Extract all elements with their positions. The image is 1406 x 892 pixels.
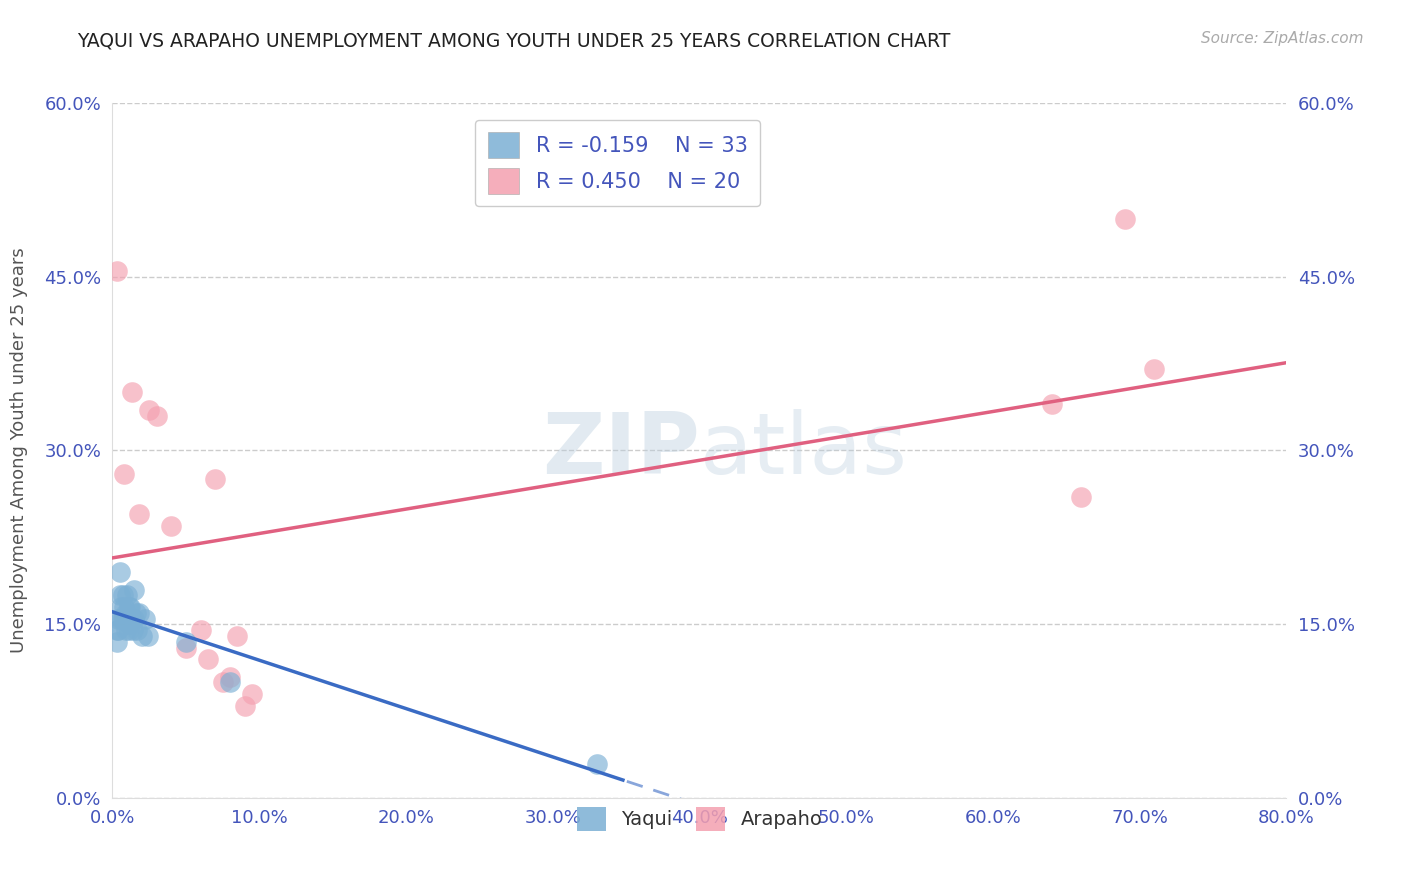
Point: [114, 606, 136, 620]
Point: [112, 612, 135, 626]
Point: [197, 652, 219, 666]
Point: [105, 623, 128, 637]
Point: [145, 409, 167, 423]
Point: [121, 385, 143, 400]
Point: [110, 612, 132, 626]
Point: [117, 599, 139, 614]
Point: [127, 623, 149, 637]
Text: Source: ZipAtlas.com: Source: ZipAtlas.com: [1201, 31, 1364, 46]
Point: [174, 635, 197, 649]
Point: [128, 507, 150, 521]
Point: [111, 612, 134, 626]
Point: [105, 635, 128, 649]
Point: [122, 623, 145, 637]
Point: [160, 519, 183, 533]
Point: [233, 698, 256, 713]
Point: [124, 612, 146, 626]
Point: [105, 264, 128, 278]
Point: [1143, 362, 1166, 376]
Point: [128, 606, 150, 620]
Point: [1070, 490, 1092, 504]
Point: [190, 623, 212, 637]
Point: [108, 566, 131, 580]
Point: [585, 756, 607, 771]
Point: [204, 473, 226, 487]
Point: [138, 403, 160, 417]
Point: [240, 687, 263, 701]
Point: [219, 669, 242, 683]
Point: [136, 629, 159, 643]
Point: [115, 612, 138, 626]
Point: [112, 599, 135, 614]
Point: [114, 623, 136, 637]
Point: [120, 599, 142, 614]
Point: [219, 675, 242, 690]
Y-axis label: Unemployment Among Youth under 25 years: Unemployment Among Youth under 25 years: [10, 248, 28, 653]
Point: [107, 612, 129, 626]
Point: [112, 467, 135, 481]
Point: [131, 629, 153, 643]
Point: [120, 617, 142, 632]
Point: [124, 582, 146, 597]
Point: [108, 589, 131, 603]
Point: [211, 675, 233, 690]
Legend: Yaqui, Arapaho: Yaqui, Arapaho: [569, 799, 830, 838]
Point: [1040, 397, 1063, 411]
Point: [1114, 211, 1136, 226]
Point: [226, 629, 249, 643]
Point: [110, 599, 132, 614]
Text: atlas: atlas: [700, 409, 907, 492]
Point: [115, 589, 138, 603]
Point: [121, 612, 143, 626]
Point: [111, 589, 134, 603]
Point: [174, 640, 197, 655]
Point: [107, 623, 129, 637]
Point: [125, 606, 148, 620]
Point: [117, 623, 139, 637]
Text: YAQUI VS ARAPAHO UNEMPLOYMENT AMONG YOUTH UNDER 25 YEARS CORRELATION CHART: YAQUI VS ARAPAHO UNEMPLOYMENT AMONG YOUT…: [77, 31, 950, 50]
Point: [134, 612, 156, 626]
Text: ZIP: ZIP: [541, 409, 700, 492]
